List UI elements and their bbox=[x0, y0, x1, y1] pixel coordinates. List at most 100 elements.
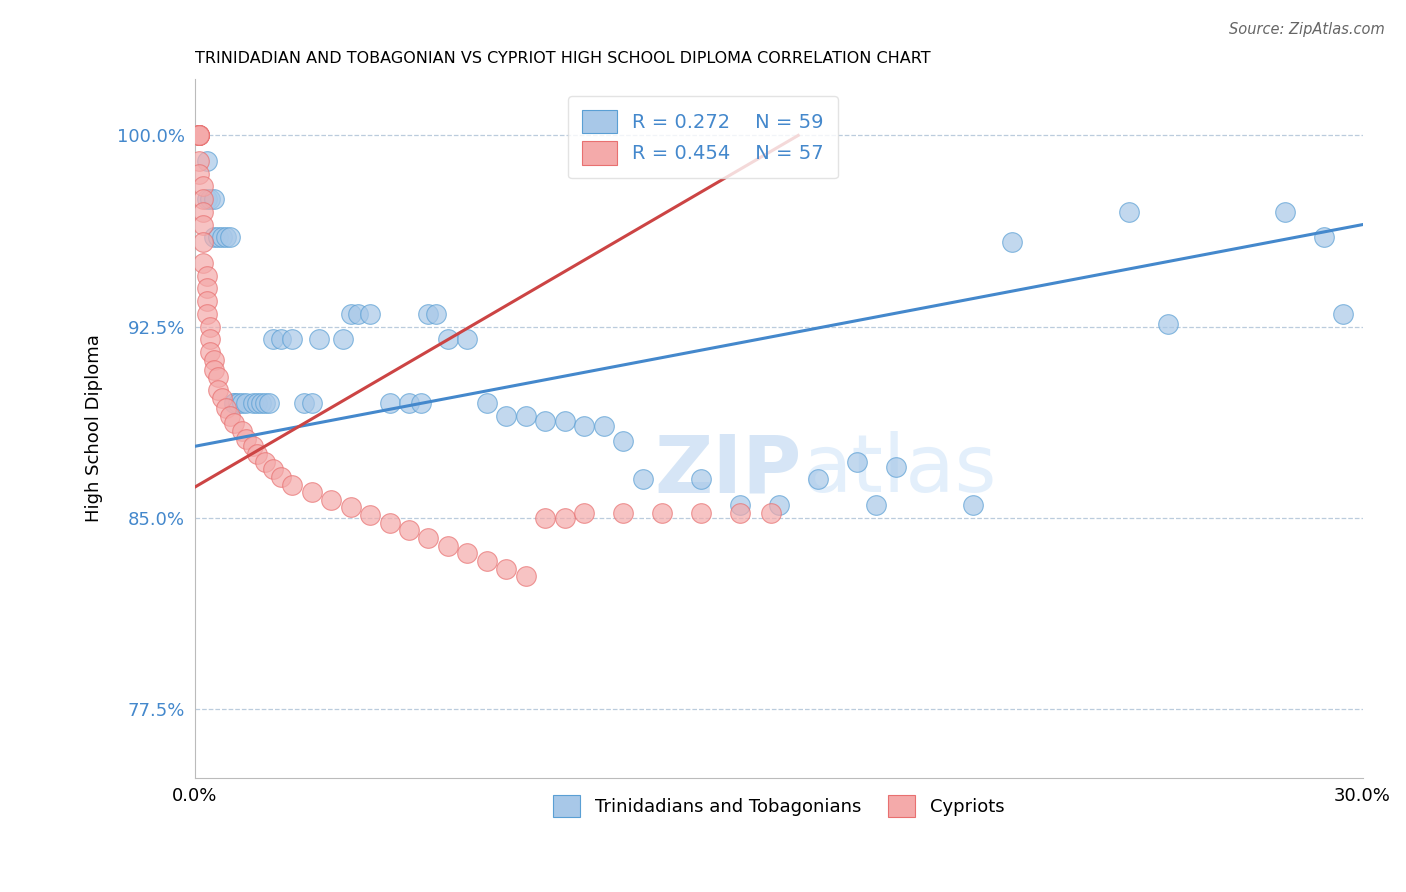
Point bbox=[211, 391, 233, 405]
Point bbox=[398, 524, 420, 538]
Point bbox=[728, 506, 751, 520]
Point bbox=[475, 554, 498, 568]
Point bbox=[253, 396, 276, 410]
Point bbox=[534, 510, 557, 524]
Point bbox=[347, 307, 370, 321]
Text: Source: ZipAtlas.com: Source: ZipAtlas.com bbox=[1229, 22, 1385, 37]
Point bbox=[572, 418, 595, 433]
Point bbox=[418, 307, 440, 321]
Y-axis label: High School Diploma: High School Diploma bbox=[86, 334, 103, 523]
Point bbox=[242, 396, 264, 410]
Point bbox=[807, 472, 830, 486]
Point bbox=[962, 498, 984, 512]
Point bbox=[200, 319, 222, 334]
Point bbox=[195, 192, 218, 206]
Point bbox=[768, 498, 790, 512]
Point bbox=[332, 332, 354, 346]
Point bbox=[187, 128, 209, 143]
Point bbox=[270, 332, 292, 346]
Point bbox=[301, 396, 323, 410]
Point bbox=[219, 409, 242, 423]
Point bbox=[187, 153, 209, 168]
Point bbox=[281, 477, 304, 491]
Point bbox=[1157, 317, 1180, 331]
Point bbox=[187, 128, 209, 143]
Point bbox=[202, 363, 225, 377]
Text: ZIP: ZIP bbox=[655, 432, 801, 509]
Point bbox=[207, 370, 229, 384]
Point bbox=[187, 128, 209, 143]
Point bbox=[612, 434, 634, 449]
Point bbox=[202, 192, 225, 206]
Point bbox=[246, 396, 269, 410]
Point bbox=[690, 472, 713, 486]
Point bbox=[554, 510, 576, 524]
Point bbox=[515, 409, 537, 423]
Point bbox=[262, 332, 284, 346]
Point bbox=[191, 179, 214, 194]
Point bbox=[759, 506, 782, 520]
Point bbox=[301, 485, 323, 500]
Point bbox=[437, 539, 460, 553]
Point bbox=[235, 396, 257, 410]
Point bbox=[195, 307, 218, 321]
Point bbox=[262, 462, 284, 476]
Point bbox=[409, 396, 432, 410]
Point bbox=[222, 417, 245, 431]
Point bbox=[250, 396, 273, 410]
Point bbox=[235, 432, 257, 446]
Point bbox=[211, 230, 233, 244]
Point bbox=[200, 345, 222, 359]
Point bbox=[231, 396, 253, 410]
Point bbox=[270, 470, 292, 484]
Point bbox=[398, 396, 420, 410]
Point bbox=[1274, 205, 1296, 219]
Point bbox=[281, 332, 304, 346]
Point bbox=[378, 396, 401, 410]
Point bbox=[495, 561, 517, 575]
Point bbox=[187, 128, 209, 143]
Point bbox=[378, 516, 401, 530]
Point bbox=[195, 268, 218, 283]
Point bbox=[253, 454, 276, 468]
Point bbox=[292, 396, 315, 410]
Point bbox=[1331, 307, 1354, 321]
Point bbox=[202, 230, 225, 244]
Point bbox=[202, 352, 225, 367]
Point bbox=[339, 307, 361, 321]
Point bbox=[534, 414, 557, 428]
Text: atlas: atlas bbox=[801, 432, 997, 509]
Point bbox=[195, 281, 218, 295]
Point bbox=[592, 418, 614, 433]
Point bbox=[226, 396, 249, 410]
Point bbox=[200, 192, 222, 206]
Point bbox=[207, 230, 229, 244]
Point bbox=[191, 235, 214, 250]
Point bbox=[222, 396, 245, 410]
Point bbox=[845, 454, 868, 468]
Point bbox=[651, 506, 673, 520]
Point bbox=[191, 218, 214, 232]
Text: TRINIDADIAN AND TOBAGONIAN VS CYPRIOT HIGH SCHOOL DIPLOMA CORRELATION CHART: TRINIDADIAN AND TOBAGONIAN VS CYPRIOT HI… bbox=[195, 51, 931, 66]
Point bbox=[187, 128, 209, 143]
Point bbox=[215, 230, 238, 244]
Point bbox=[246, 447, 269, 461]
Point bbox=[200, 332, 222, 346]
Point bbox=[359, 307, 381, 321]
Point bbox=[1118, 205, 1140, 219]
Point bbox=[456, 546, 478, 560]
Point bbox=[475, 396, 498, 410]
Point bbox=[1312, 230, 1334, 244]
Point bbox=[359, 508, 381, 522]
Point bbox=[425, 307, 447, 321]
Point bbox=[554, 414, 576, 428]
Point bbox=[222, 396, 245, 410]
Point bbox=[191, 205, 214, 219]
Point bbox=[195, 153, 218, 168]
Point bbox=[631, 472, 654, 486]
Point bbox=[884, 459, 907, 474]
Point bbox=[339, 500, 361, 515]
Point bbox=[728, 498, 751, 512]
Point bbox=[207, 383, 229, 397]
Point bbox=[257, 396, 280, 410]
